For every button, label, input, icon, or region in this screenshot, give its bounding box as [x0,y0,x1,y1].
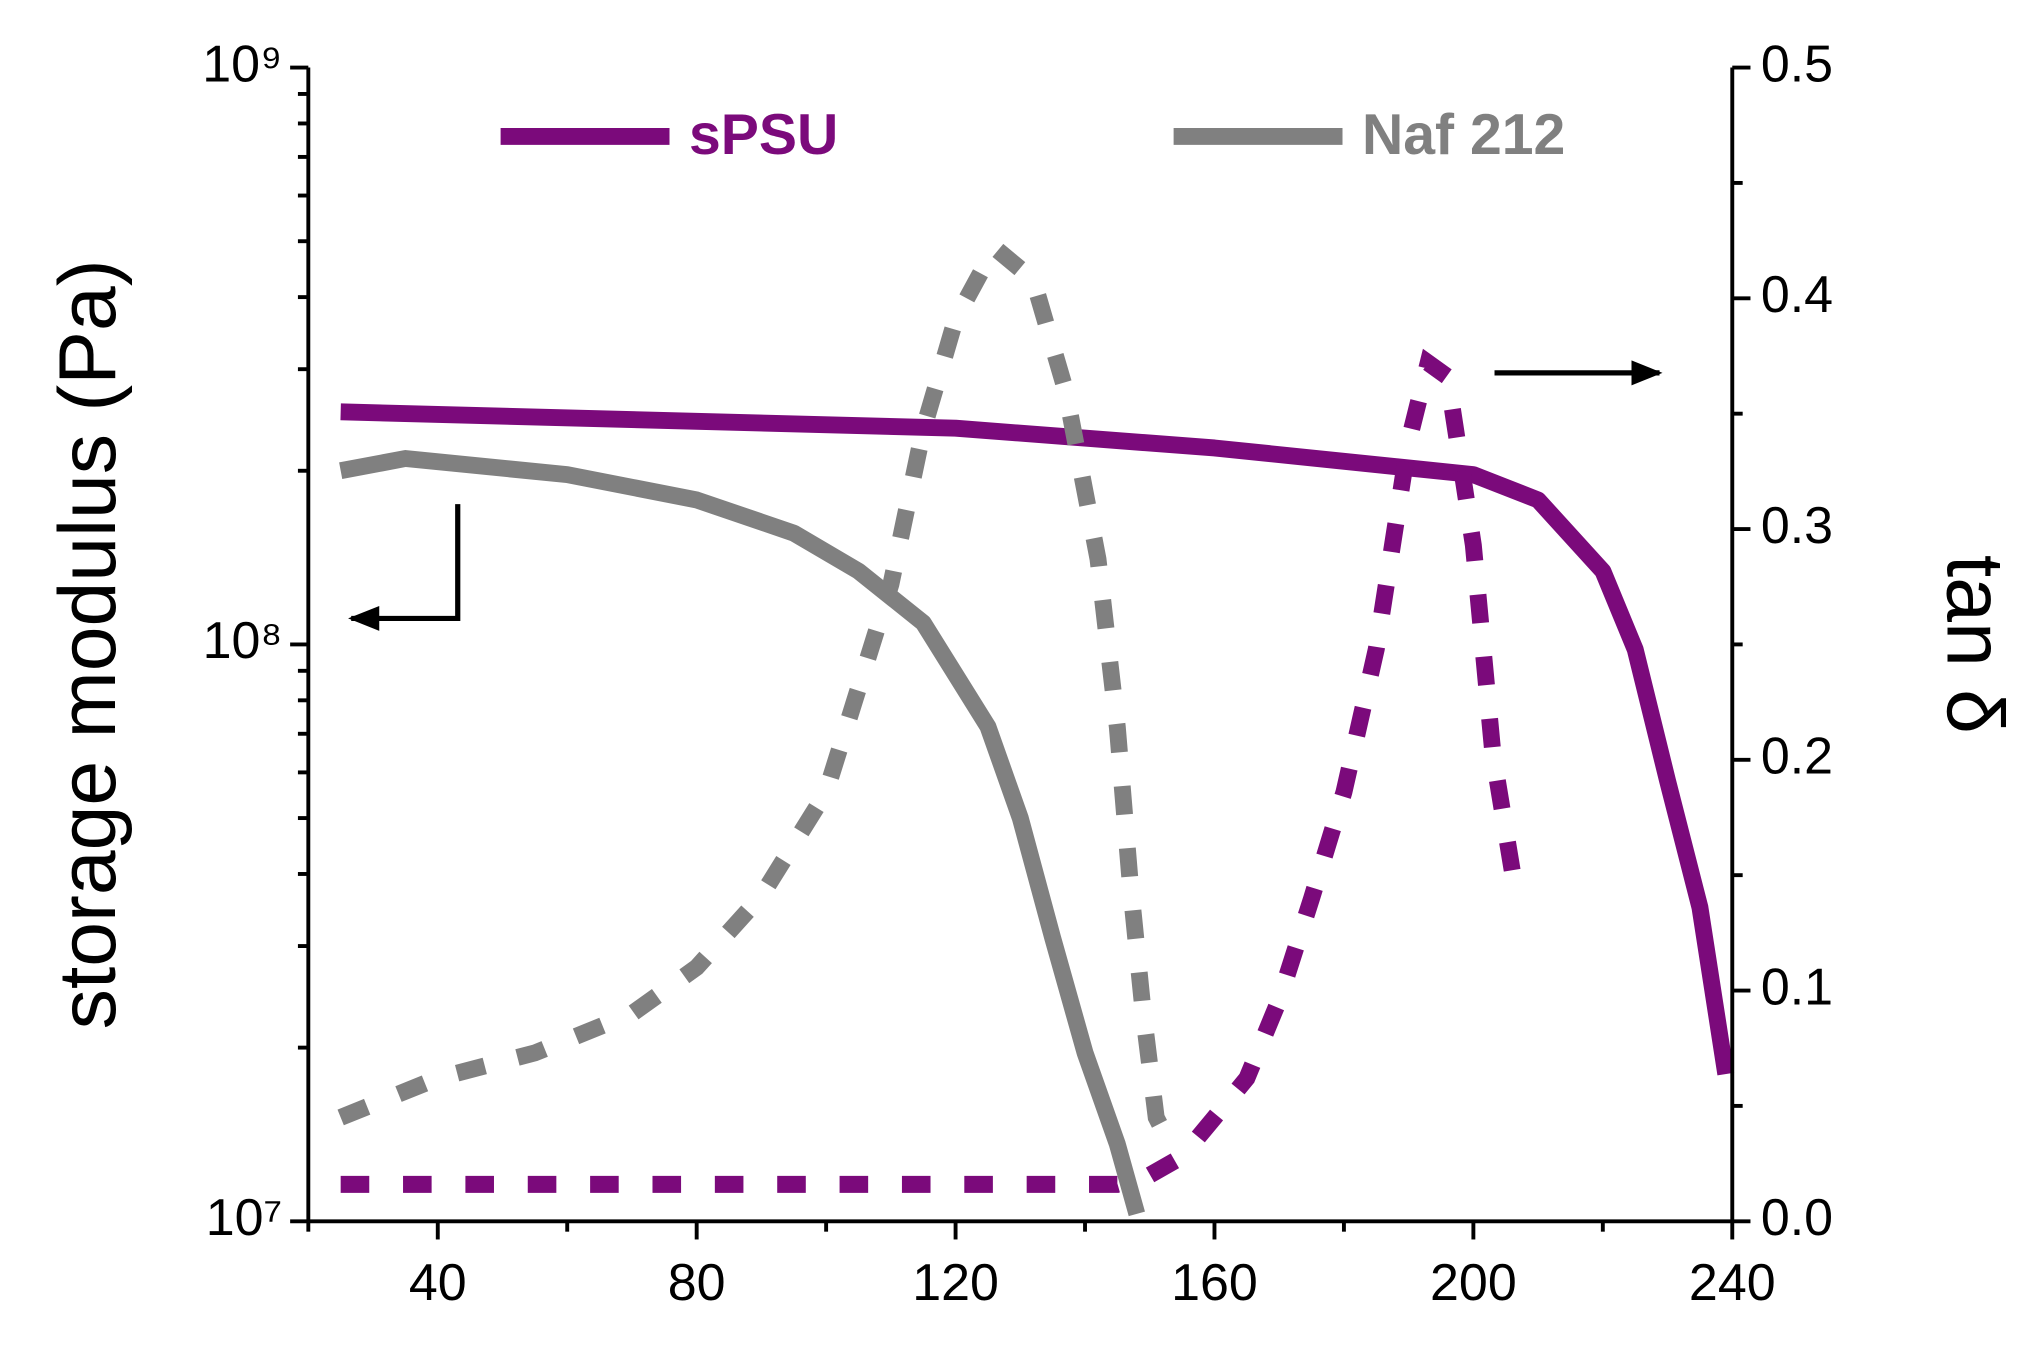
y-tick-label: 10⁸ [203,612,283,670]
x-tick-label: 240 [1689,1254,1776,1312]
y-tick-label: 10⁷ [206,1189,283,1247]
x-tick-label: 120 [912,1254,999,1312]
y2-tick-label: 0.2 [1761,728,1833,786]
y2-tick-label: 0.4 [1761,266,1833,324]
line-series [340,403,1735,1076]
legend-label: Naf 212 [1362,103,1565,167]
y-tick-label: 10⁹ [202,35,282,93]
x-tick-label: 160 [1171,1254,1258,1312]
legend-label: sPSU [689,103,838,167]
x-tick-label: 80 [668,1254,726,1312]
x-tick-label: 200 [1430,1254,1517,1312]
left-arrow [348,504,461,631]
line-series [339,450,1145,1217]
y2-axis-label: tan δ [1929,555,2019,734]
line-series [337,234,1177,1147]
y2-tick-label: 0.1 [1761,958,1833,1016]
x-tick-label: 40 [409,1254,467,1312]
y-axis-label: storage modulus (Pa) [43,259,133,1029]
line-series [340,348,1521,1193]
y2-tick-label: 0.3 [1761,497,1833,555]
y2-tick-label: 0.5 [1761,35,1833,93]
y2-tick-label: 0.0 [1761,1189,1833,1247]
